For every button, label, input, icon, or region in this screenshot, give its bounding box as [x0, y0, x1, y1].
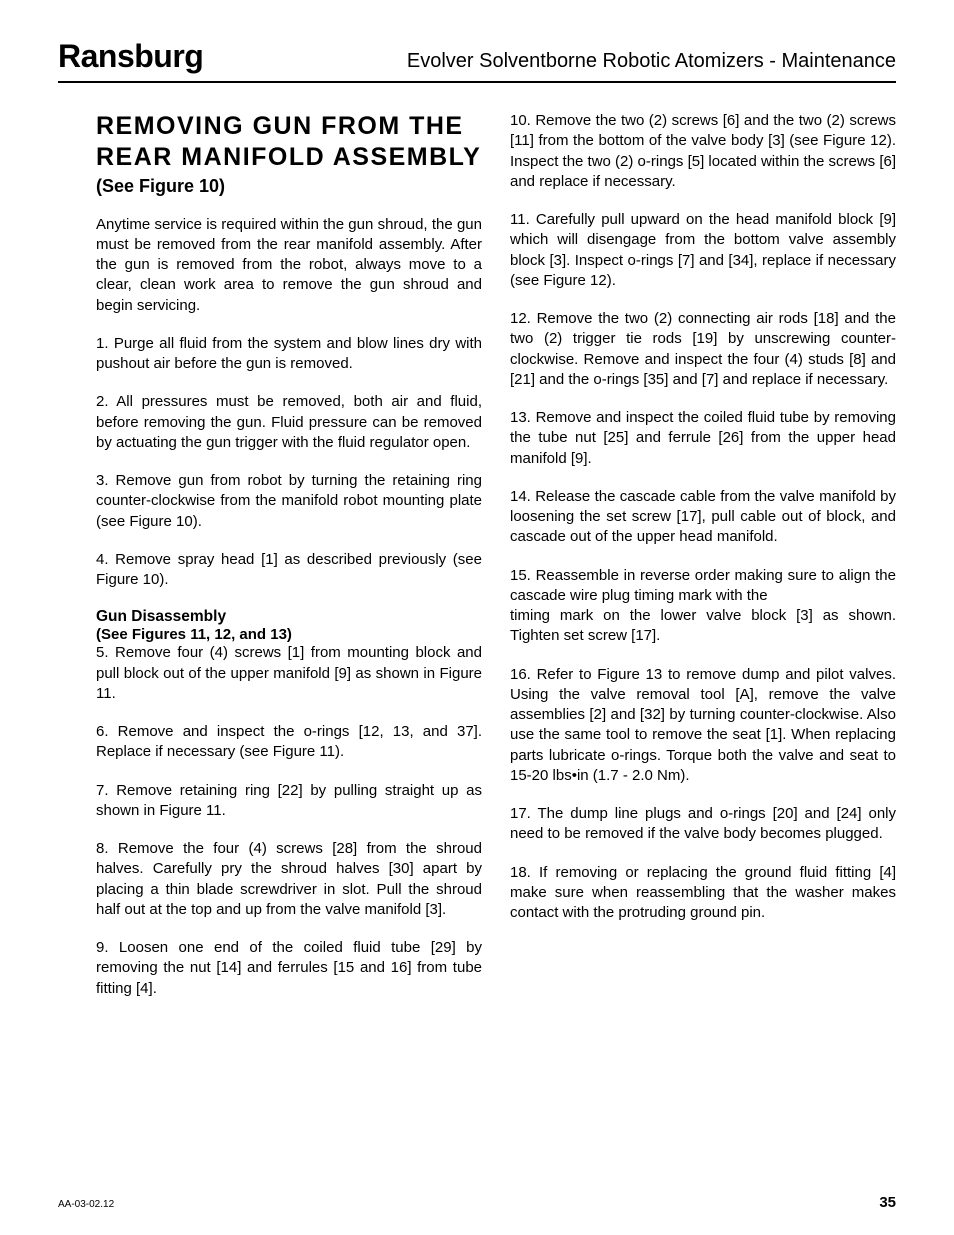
step-6: 6. Remove and inspect the o-rings [12, 1… [96, 722, 482, 763]
page-number: 35 [879, 1194, 896, 1211]
step-4: 4. Remove spray head [1] as described pr… [96, 550, 482, 591]
content-columns: REMOVING GUN FROM THE REAR MANIFOLD ASSE… [58, 111, 896, 1017]
disassembly-heading-block: Gun Disassembly (See Figures 11, 12, and… [96, 608, 482, 643]
step-18: 18. If removing or replacing the ground … [510, 863, 896, 924]
step-12: 12. Remove the two (2) connecting air ro… [510, 309, 896, 390]
step-2: 2. All pressures must be removed, both a… [96, 392, 482, 453]
step-9: 9. Loosen one end of the coiled fluid tu… [96, 938, 482, 999]
step-17: 17. The dump line plugs and o-rings [20]… [510, 804, 896, 845]
disassembly-heading: Gun Disassembly [96, 608, 226, 625]
intro-paragraph: Anytime service is required within the g… [96, 215, 482, 316]
right-column: 10. Remove the two (2) screws [6] and th… [510, 111, 896, 1017]
step-14: 14. Release the cascade cable from the v… [510, 487, 896, 548]
step-15: 15. Reassemble in reverse order making s… [510, 566, 896, 647]
page-header: Ransburg Evolver Solventborne Robotic At… [58, 38, 896, 83]
page-footer: AA-03-02.12 35 [58, 1194, 896, 1211]
brand-logo: Ransburg [58, 38, 203, 75]
step-3: 3. Remove gun from robot by turning the … [96, 471, 482, 532]
footer-doc-code: AA-03-02.12 [58, 1199, 114, 1210]
document-title: Evolver Solventborne Robotic Atomizers -… [407, 50, 896, 73]
section-heading: REMOVING GUN FROM THE REAR MANIFOLD ASSE… [96, 111, 482, 174]
step-10: 10. Remove the two (2) screws [6] and th… [510, 111, 896, 192]
step-7: 7. Remove retaining ring [22] by pulling… [96, 781, 482, 822]
disassembly-subheading: (See Figures 11, 12, and 13) [96, 626, 482, 643]
step-5: 5. Remove four (4) screws [1] from mount… [96, 643, 482, 704]
step-8: 8. Remove the four (4) screws [28] from … [96, 839, 482, 920]
step-13: 13. Remove and inspect the coiled fluid … [510, 408, 896, 469]
step-16: 16. Refer to Figure 13 to remove dump an… [510, 665, 896, 787]
step-1: 1. Purge all fluid from the system and b… [96, 334, 482, 375]
step-11: 11. Carefully pull upward on the head ma… [510, 210, 896, 291]
section-subheading: (See Figure 10) [96, 176, 482, 197]
left-column: REMOVING GUN FROM THE REAR MANIFOLD ASSE… [96, 111, 482, 1017]
